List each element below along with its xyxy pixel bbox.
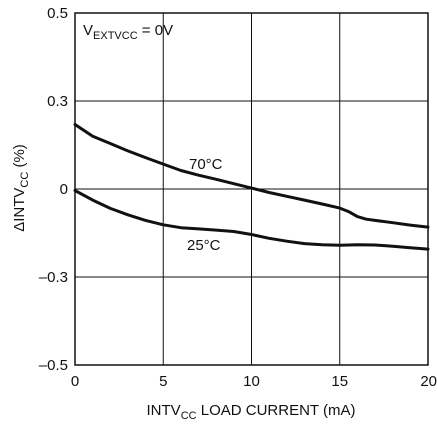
series-line-70c [73,123,430,229]
x-tick-label: 15 [331,373,348,390]
y-tick-label: 0.3 [47,93,68,110]
y-tick-label: 0.5 [47,5,68,22]
y-tick-label: –0.3 [39,269,68,286]
tick-labels: 0 5 10 15 20 0.5 0.3 0 –0.3 –0.5 [39,5,437,390]
x-tick-label: 5 [159,373,167,390]
series-line-25c [73,189,430,251]
y-tick-label: 0 [60,181,68,198]
plot-frame [74,12,429,366]
x-axis-label: INTVCC LOAD CURRENT (mA) [147,402,356,422]
x-tick-label: 0 [71,373,79,390]
y-tick-label: –0.5 [39,357,68,374]
series-label-70c: 70°C [189,156,223,173]
x-tick-label: 10 [243,373,260,390]
condition-annotation: VEXTVCC = 0V [83,22,173,42]
x-tick-label: 20 [420,373,437,390]
y-axis-label: ΔINTVCC (%) [11,144,31,232]
series-group [73,123,430,251]
series-label-25c: 25°C [187,237,221,254]
